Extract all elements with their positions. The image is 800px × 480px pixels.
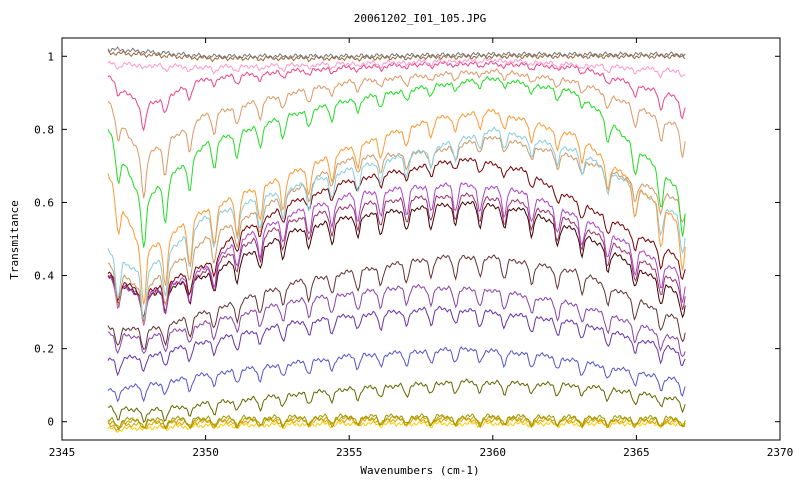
series-line-18	[107, 68, 686, 199]
y-tick-label: 0.6	[34, 196, 54, 209]
series-line-5	[107, 378, 686, 424]
y-axis-label: Transmitance	[8, 200, 21, 279]
chart-title: 20061202_I01_105.JPG	[354, 12, 486, 25]
plot-frame	[61, 37, 781, 441]
series-line-13	[107, 157, 686, 319]
series-line-20	[107, 57, 686, 79]
series-line-22	[107, 46, 686, 60]
series-line-15	[107, 126, 686, 320]
series-line-17	[107, 75, 686, 248]
series-line-19	[107, 60, 686, 132]
y-axis-ticks: 0 0.2 0.4 0.6 0.8 1	[34, 50, 780, 429]
series-line-9	[107, 254, 686, 351]
series-line-6	[107, 345, 686, 403]
x-tick-label: 2355	[336, 446, 363, 459]
series-line-12	[107, 182, 686, 326]
series-line-8	[107, 283, 686, 358]
y-tick-label: 0.8	[34, 123, 54, 136]
series-line-16	[107, 108, 686, 305]
series-line-2	[107, 416, 686, 432]
series-line-11	[107, 192, 686, 324]
x-tick-label: 2365	[623, 446, 650, 459]
series-line-7	[107, 305, 686, 377]
x-axis-ticks: 2345 2350 2355 2360 2365 2370	[49, 38, 794, 459]
series-line-4	[107, 413, 686, 431]
x-tick-label: 2345	[49, 446, 76, 459]
y-tick-label: 1	[47, 50, 54, 63]
x-tick-label: 2350	[192, 446, 219, 459]
x-tick-label: 2370	[767, 446, 794, 459]
x-axis-label: Wavenumbers (cm-1)	[360, 464, 479, 477]
x-tick-label: 2360	[480, 446, 507, 459]
series-line-1	[107, 420, 686, 433]
y-tick-label: 0.4	[34, 270, 54, 283]
series-line-10	[107, 200, 686, 320]
y-tick-label: 0.2	[34, 343, 54, 356]
series-layer	[107, 46, 686, 433]
y-tick-label: 0	[47, 416, 54, 429]
